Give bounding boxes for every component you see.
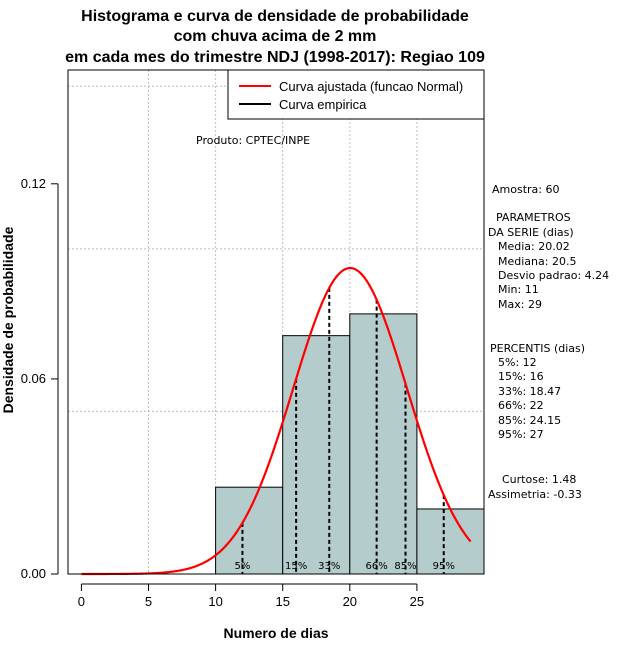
x-tick-label-10: 10: [208, 594, 222, 609]
histogram-bar-2: [282, 335, 351, 575]
x-tick-label-20: 20: [343, 594, 357, 609]
percentile-95: 95%: 27: [498, 428, 544, 441]
percentile-label-15: 15%: [285, 561, 307, 572]
sample-size: Amostra: 60: [492, 183, 559, 196]
product-note: Produto: CPTEC/INPE: [196, 134, 310, 147]
percentile-85: 85%: 24.15: [498, 414, 561, 427]
y-axis-label: Densidade de probabilidade: [0, 226, 16, 413]
stat-max: Max: 29: [498, 298, 542, 311]
y-tick-label-1: 0.06: [21, 371, 46, 386]
y-tick-label-2: 0.12: [21, 176, 46, 191]
stat-sd: Desvio padrao: 4.24: [498, 269, 609, 282]
chart-title-line-2: com chuva acima de 2 mm: [174, 28, 377, 45]
histogram-bar-4: [416, 508, 485, 575]
legend-box: [227, 69, 485, 120]
percentile-66: 66%: 22: [498, 399, 544, 412]
x-tick-label-25: 25: [410, 594, 424, 609]
percentile-label-33: 33%: [318, 561, 340, 572]
stat-mean: Media: 20.02: [498, 240, 570, 253]
histogram-bar-3: [349, 313, 418, 575]
x-axis-label: Numero de dias: [223, 625, 328, 641]
stat-kurtosis: Curtose: 1.48: [502, 473, 576, 486]
x-tick-label-0: 0: [78, 594, 85, 609]
x-tick-label-5: 5: [145, 594, 152, 609]
legend-label-fitted: Curva ajustada (funcao Normal): [279, 79, 463, 94]
percentile-label-5: 5%: [235, 561, 251, 572]
params-header-1: PARAMETROS: [496, 211, 571, 224]
x-tick-label-15: 15: [275, 594, 289, 609]
legend-label-empirical: Curva empirica: [279, 97, 367, 112]
percentile-5: 5%: 12: [498, 356, 537, 369]
params-header-2: DA SERIE (dias): [488, 226, 574, 239]
percentiles-header: PERCENTIS (dias): [490, 342, 585, 355]
chart-title-line-1: Histograma e curva de densidade de proba…: [81, 8, 469, 25]
stat-min: Min: 11: [498, 283, 539, 296]
percentile-label-66: 66%: [366, 561, 388, 572]
statistics-panel: Amostra: 60 PARAMETROS DA SERIE (dias) M…: [488, 183, 609, 501]
y-tick-label-0: 0.00: [21, 566, 46, 581]
stat-median: Mediana: 20.5: [498, 255, 576, 268]
stat-skewness: Assimetria: -0.33: [488, 488, 582, 501]
histogram-bar-1: [215, 486, 284, 575]
percentile-markers: 5% 15% 33% 66% 85% 95%: [235, 287, 455, 574]
y-axis: 0.00 0.06 0.12: [21, 176, 59, 581]
chart-title-line-3: em cada mes do trimestre NDJ (1998-2017)…: [65, 49, 485, 66]
percentile-15: 15%: 16: [498, 370, 544, 383]
x-axis: 0 5 10 15 20 25: [78, 583, 424, 609]
percentile-33: 33%: 18.47: [498, 385, 561, 398]
percentile-label-85: 85%: [394, 561, 416, 572]
percentile-label-95: 95%: [433, 561, 455, 572]
histogram-bars: [215, 313, 485, 575]
legend: Curva ajustada (funcao Normal) Curva emp…: [227, 69, 485, 120]
